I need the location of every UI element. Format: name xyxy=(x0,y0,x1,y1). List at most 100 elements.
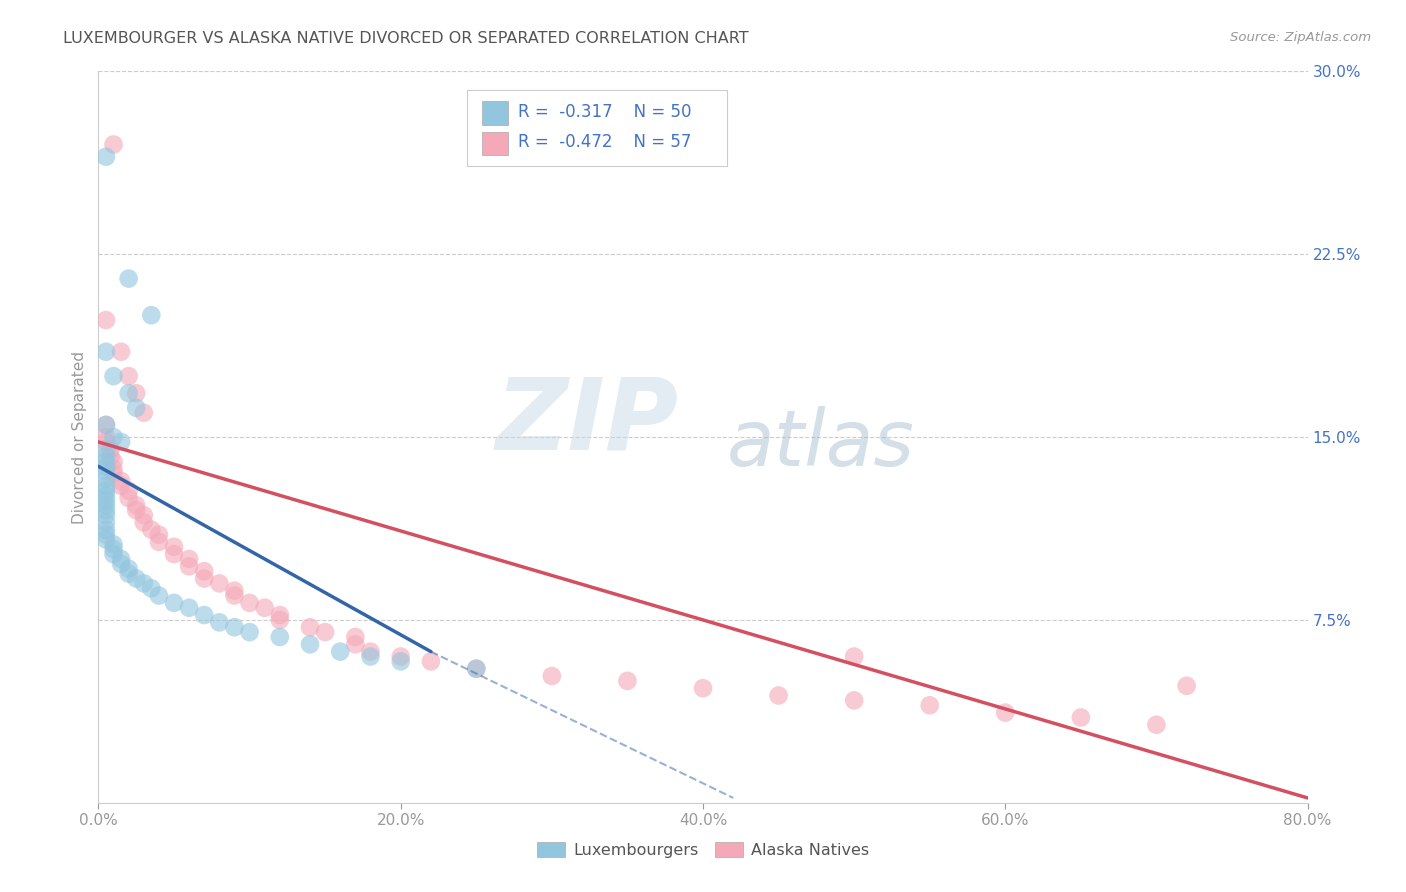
Point xyxy=(768,689,790,703)
Point xyxy=(132,406,155,420)
Point xyxy=(103,430,125,444)
Point xyxy=(103,462,125,476)
Point xyxy=(208,576,231,591)
Point xyxy=(103,467,125,481)
Point xyxy=(314,625,336,640)
Point xyxy=(540,669,562,683)
Point xyxy=(389,649,412,664)
Point xyxy=(616,673,638,688)
Point xyxy=(132,508,155,522)
Point xyxy=(94,417,117,432)
Point xyxy=(103,542,125,557)
Point xyxy=(125,503,148,517)
Point xyxy=(94,450,117,464)
Point xyxy=(94,483,117,498)
Legend: Luxembourgers, Alaska Natives: Luxembourgers, Alaska Natives xyxy=(530,836,876,864)
Point xyxy=(141,581,163,595)
Point xyxy=(148,535,170,549)
Point xyxy=(94,516,117,530)
Point xyxy=(269,613,291,627)
Point xyxy=(100,450,122,464)
Point xyxy=(118,483,141,498)
Point xyxy=(94,508,117,522)
Point xyxy=(208,615,231,630)
Point xyxy=(1144,718,1167,732)
Point xyxy=(94,434,117,449)
Point xyxy=(103,537,125,551)
Point xyxy=(465,662,488,676)
Point xyxy=(389,654,412,668)
Point xyxy=(94,499,117,513)
Point xyxy=(94,454,117,468)
Point xyxy=(299,637,322,651)
Point xyxy=(94,150,117,164)
Point xyxy=(360,649,382,664)
Point xyxy=(118,491,141,505)
Point xyxy=(118,271,141,285)
Point xyxy=(110,474,132,488)
Point xyxy=(193,564,215,578)
Point xyxy=(94,489,117,503)
Point xyxy=(163,596,186,610)
Point xyxy=(118,386,141,401)
Point xyxy=(94,464,117,478)
Text: Source: ZipAtlas.com: Source: ZipAtlas.com xyxy=(1230,31,1371,45)
Point xyxy=(94,313,117,327)
Point xyxy=(692,681,714,696)
Point xyxy=(465,662,488,676)
Point xyxy=(94,479,117,493)
Point xyxy=(110,479,132,493)
Point xyxy=(360,645,382,659)
Point xyxy=(125,401,148,415)
Point xyxy=(994,706,1017,720)
Point xyxy=(269,608,291,623)
Point xyxy=(103,137,125,152)
Point xyxy=(125,572,148,586)
Point xyxy=(299,620,322,634)
Point xyxy=(94,527,117,541)
Point xyxy=(94,523,117,537)
Point xyxy=(118,562,141,576)
Y-axis label: Divorced or Separated: Divorced or Separated xyxy=(72,351,87,524)
Point xyxy=(132,516,155,530)
Point xyxy=(179,559,201,574)
Point xyxy=(844,693,866,707)
Point xyxy=(193,608,215,623)
Point xyxy=(1070,710,1092,724)
Point xyxy=(94,430,117,444)
Point xyxy=(224,620,246,634)
Point xyxy=(918,698,941,713)
Point xyxy=(94,471,117,485)
FancyBboxPatch shape xyxy=(467,90,727,167)
Point xyxy=(94,533,117,547)
Point xyxy=(844,649,866,664)
Point xyxy=(163,547,186,561)
Point xyxy=(224,583,246,598)
Point xyxy=(148,527,170,541)
Point xyxy=(118,566,141,581)
Point xyxy=(103,369,125,384)
Bar xyxy=(482,132,509,155)
Point xyxy=(179,600,201,615)
Text: atlas: atlas xyxy=(727,407,915,483)
Point xyxy=(94,503,117,517)
Point xyxy=(193,572,215,586)
Point xyxy=(163,540,186,554)
Text: R =  -0.317    N = 50: R = -0.317 N = 50 xyxy=(517,103,692,120)
Point xyxy=(224,589,246,603)
Point xyxy=(94,442,117,457)
Text: R =  -0.472    N = 57: R = -0.472 N = 57 xyxy=(517,133,692,152)
Point xyxy=(253,600,276,615)
Point xyxy=(179,552,201,566)
Point xyxy=(125,386,148,401)
Point xyxy=(110,344,132,359)
Point xyxy=(103,454,125,468)
Text: ZIP: ZIP xyxy=(496,374,679,471)
Point xyxy=(329,645,352,659)
Point xyxy=(110,552,132,566)
Point xyxy=(269,630,291,644)
Point xyxy=(141,523,163,537)
Bar xyxy=(482,102,509,125)
Point xyxy=(344,630,367,644)
Point xyxy=(420,654,443,668)
